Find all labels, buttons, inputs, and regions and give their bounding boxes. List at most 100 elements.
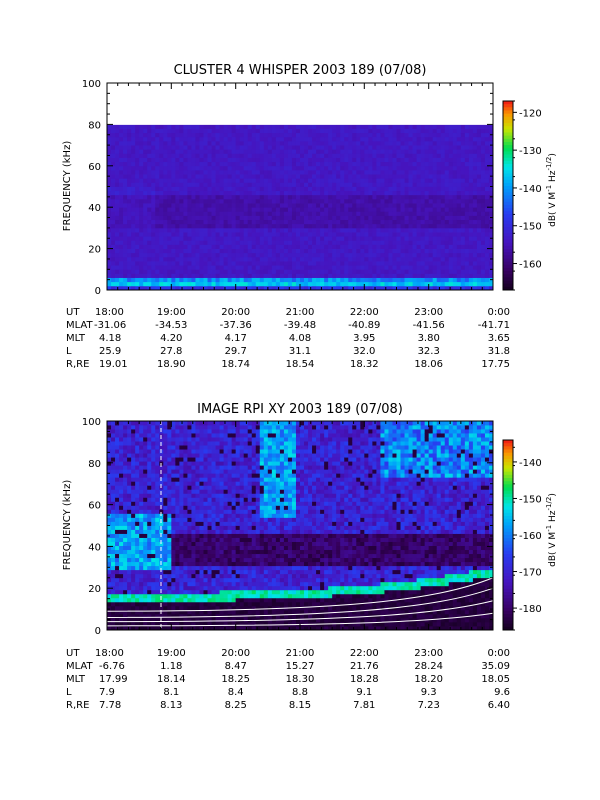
spectrogram-cell xyxy=(452,124,458,129)
spectrogram-cell xyxy=(428,281,434,287)
spectrogram-cell xyxy=(167,585,172,591)
spectrogram-cell xyxy=(408,145,413,150)
spectrogram-cell xyxy=(436,140,442,146)
spectrogram-cell xyxy=(308,145,313,150)
spectrogram-cell xyxy=(115,256,120,262)
spectrogram-cell xyxy=(139,533,144,538)
spectrogram-cell xyxy=(139,485,144,490)
spectrogram-cell xyxy=(352,265,357,270)
spectrogram-cell xyxy=(384,244,389,249)
spectrogram-cell xyxy=(384,232,389,237)
spectrogram-cell xyxy=(159,211,164,216)
spectrogram-cell xyxy=(143,433,148,438)
spectrogram-cell xyxy=(400,207,405,212)
ephemeris-value: -41.56 xyxy=(413,320,445,331)
spectrogram-cell xyxy=(480,161,486,167)
spectrogram-cell xyxy=(448,285,454,291)
spectrogram-cell xyxy=(167,561,172,567)
spectrogram-cell xyxy=(332,128,337,134)
spectrogram-cell xyxy=(484,145,490,150)
spectrogram-cell xyxy=(155,589,160,595)
spectrogram-cell xyxy=(119,625,124,631)
spectrogram-cell xyxy=(215,207,220,212)
spectrogram-cell xyxy=(279,265,285,270)
spectrogram-cell xyxy=(251,136,257,142)
spectrogram-cell xyxy=(336,194,341,200)
spectrogram-cell xyxy=(279,227,285,233)
spectrogram-cell xyxy=(115,545,120,551)
spectrogram-cell xyxy=(368,211,373,216)
spectrogram-cell xyxy=(287,273,293,278)
spectrogram-cell xyxy=(312,140,317,146)
spectrogram-cell xyxy=(472,240,478,245)
spectrogram-cell xyxy=(372,124,377,129)
spectrogram-cell xyxy=(396,169,401,175)
spectrogram-cell xyxy=(235,174,241,179)
spectrogram-cell xyxy=(227,203,233,208)
spectrogram-cell xyxy=(364,132,369,138)
spectrogram-cell xyxy=(167,124,172,129)
spectrogram-cell xyxy=(171,136,176,142)
spectrogram-cell xyxy=(283,145,289,150)
spectrogram-cell xyxy=(332,215,337,221)
spectrogram-cell xyxy=(396,240,401,245)
spectrogram-cell xyxy=(376,165,381,171)
spectrogram-cell xyxy=(143,501,148,506)
spectrogram-cell xyxy=(332,140,337,146)
spectrogram-cell xyxy=(416,165,422,171)
spectrogram-cell xyxy=(416,227,422,233)
spectrogram-cell xyxy=(119,265,124,270)
spectrogram-cell xyxy=(404,132,409,138)
spectrogram-cell xyxy=(163,186,168,192)
spectrogram-cell xyxy=(432,186,438,192)
spectrogram-cell xyxy=(259,211,265,216)
spectrogram-cell xyxy=(123,469,128,474)
spectrogram-cell xyxy=(336,178,341,183)
spectrogram-cell xyxy=(304,256,309,262)
spectrogram-cell xyxy=(143,565,148,571)
spectrogram-cell xyxy=(131,203,136,208)
ephemeris-value: 18.90 xyxy=(157,359,186,370)
spectrogram-cell xyxy=(171,533,176,538)
spectrogram-cell xyxy=(408,169,413,175)
spectrogram-cell xyxy=(452,203,458,208)
spectrogram-cell xyxy=(191,149,196,154)
spectrogram-cell xyxy=(352,157,357,163)
spectrogram-cell xyxy=(151,219,156,225)
spectrogram-cell xyxy=(456,269,462,274)
spectrogram-cell xyxy=(376,285,381,291)
spectrogram-cell xyxy=(195,145,200,150)
spectrogram-cell xyxy=(155,617,160,623)
spectrogram-cell xyxy=(300,281,305,287)
spectrogram-cell xyxy=(143,232,148,237)
spectrogram-cell xyxy=(163,473,168,478)
spectrogram-cell xyxy=(135,265,140,270)
spectrogram-cell xyxy=(207,236,212,241)
spectrogram-cell xyxy=(468,227,474,233)
spectrogram-cell xyxy=(155,513,160,518)
spectrogram-cell xyxy=(368,285,373,291)
spectrogram-cell xyxy=(364,261,369,266)
spectrogram-cell xyxy=(143,421,148,426)
spectrogram-cell xyxy=(275,153,281,158)
spectrogram-cell xyxy=(199,194,204,200)
spectrogram-cell xyxy=(207,285,212,291)
spectrogram-cell xyxy=(468,198,474,204)
spectrogram-cell xyxy=(139,285,144,291)
spectrogram-cell xyxy=(211,190,216,196)
spectrogram-cell xyxy=(207,281,212,287)
spectrogram-cell xyxy=(404,174,409,179)
spectrogram-cell xyxy=(352,281,357,287)
spectrogram-cell xyxy=(195,132,200,138)
spectrogram-cell xyxy=(107,232,112,237)
spectrogram-cell xyxy=(115,165,120,171)
spectrogram-cell xyxy=(239,161,245,167)
spectrogram-cell xyxy=(404,157,409,163)
spectrogram-cell xyxy=(183,124,188,129)
spectrogram-cell xyxy=(171,577,176,583)
colorbar-swatch xyxy=(503,249,513,253)
spectrogram-cell xyxy=(364,285,369,291)
spectrogram-cell xyxy=(131,493,136,498)
spectrogram-cell xyxy=(304,219,309,225)
spectrogram-cell xyxy=(348,277,353,283)
